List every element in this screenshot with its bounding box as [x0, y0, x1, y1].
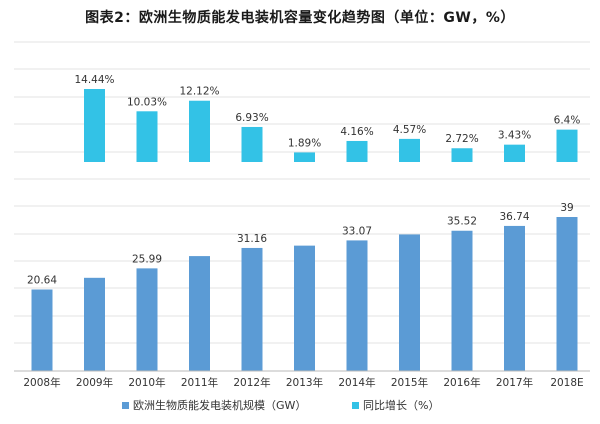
capacity-bar [31, 289, 53, 371]
growth-data-label: 4.57% [393, 124, 426, 136]
capacity-bar [84, 277, 105, 371]
x-tick-label: 2013年 [286, 376, 323, 389]
data-labels: 20.64 25.99 31.16 33.07 35.52 36.74 39 14.44% 10… [27, 74, 580, 286]
capacity-bar [504, 225, 525, 371]
legend: 欧洲生物质能发电装机规模（GW） 同比增长（%） [0, 397, 600, 415]
growth-bar [399, 138, 420, 162]
capacity-bar [189, 256, 210, 371]
legend-label-growth: 同比增长（%） [363, 399, 440, 412]
bars [31, 89, 578, 371]
x-tick-label: 2018E [550, 377, 583, 389]
growth-bar [189, 100, 210, 162]
capacity-data-label: 31.16 [237, 233, 267, 245]
growth-bar [136, 111, 158, 162]
growth-data-label: 1.89% [288, 137, 321, 149]
x-tick-label: 2016年 [443, 376, 480, 389]
capacity-bar [451, 230, 473, 371]
growth-bar [84, 89, 105, 162]
growth-bar [346, 140, 368, 162]
growth-data-label: 6.4% [554, 115, 581, 127]
x-tick-label: 2015年 [391, 376, 428, 389]
growth-data-label: 12.12% [179, 86, 219, 98]
legend-swatch-growth [352, 401, 359, 409]
x-axis: 2008年 2009年 2010年 2011年 2012年 2013年 2014年 2015年… [14, 370, 590, 389]
capacity-bar [346, 240, 368, 371]
capacity-data-label: 39 [560, 202, 573, 214]
x-tick-label: 2010年 [128, 376, 165, 389]
growth-bar [451, 148, 473, 162]
capacity-bar [556, 217, 578, 371]
chart-title: 图表2：欧洲生物质能发电装机容量变化趋势图（单位：GW，%） [85, 10, 515, 26]
growth-bar [241, 126, 263, 162]
growth-data-label: 4.16% [340, 126, 373, 138]
capacity-bar [241, 247, 263, 371]
growth-bar [294, 152, 315, 162]
x-tick-label: 2012年 [233, 376, 270, 389]
capacity-bar [399, 234, 420, 371]
x-tick-label: 2011年 [181, 376, 218, 389]
growth-data-label: 6.93% [235, 112, 268, 124]
legend-swatch-capacity [122, 401, 129, 409]
capacity-data-label: 33.07 [342, 225, 372, 237]
x-tick-label: 2009年 [76, 376, 113, 389]
legend-item-growth: 同比增长（%） [352, 397, 439, 413]
growth-data-label: 14.44% [74, 74, 114, 86]
legend-item-capacity: 欧洲生物质能发电装机规模（GW） [122, 397, 306, 413]
growth-bar [504, 144, 525, 162]
growth-data-label: 2.72% [445, 133, 478, 145]
capacity-data-label: 36.74 [499, 211, 529, 223]
legend-label-capacity: 欧洲生物质能发电装机规模（GW） [133, 399, 307, 412]
x-tick-label: 2008年 [23, 376, 60, 389]
growth-data-label: 10.03% [127, 96, 167, 108]
growth-bar [556, 129, 578, 162]
x-tick-label: 2017年 [496, 376, 533, 389]
growth-data-label: 3.43% [498, 130, 531, 142]
capacity-data-label: 25.99 [132, 253, 162, 265]
capacity-data-label: 35.52 [447, 216, 477, 228]
capacity-bar [136, 268, 158, 371]
capacity-bar [294, 245, 315, 371]
x-tick-label: 2014年 [338, 376, 375, 389]
capacity-data-label: 20.64 [27, 274, 57, 286]
